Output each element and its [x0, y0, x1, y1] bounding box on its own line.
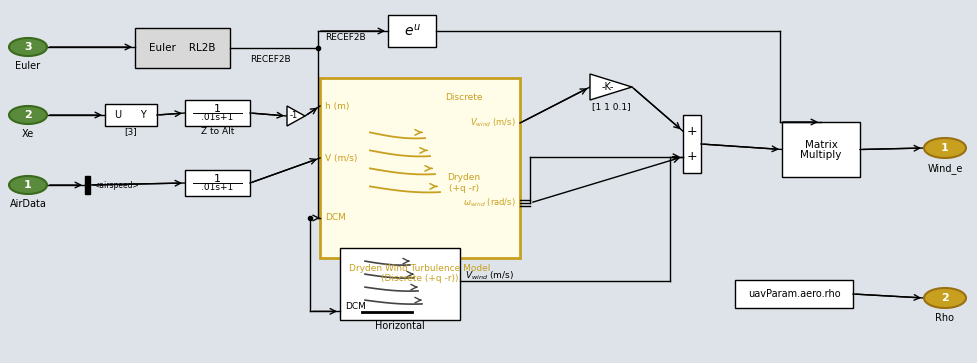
Text: DCM: DCM [325, 213, 346, 223]
Text: Wind_e: Wind_e [927, 163, 962, 174]
Text: -1: -1 [290, 111, 298, 121]
Bar [105, 104, 157, 126]
Text: Horizontal: Horizontal [375, 321, 425, 331]
Text: .01s+1: .01s+1 [201, 114, 234, 122]
Bar [388, 15, 436, 47]
Ellipse shape [924, 138, 966, 158]
Bar [735, 280, 853, 308]
Polygon shape [590, 74, 632, 100]
Text: .01s+1: .01s+1 [201, 184, 234, 192]
Text: Xe: Xe [21, 129, 34, 139]
Text: -K-: -K- [602, 82, 614, 92]
Text: uavParam.aero.rho: uavParam.aero.rho [747, 289, 840, 299]
Text: +: + [687, 125, 698, 138]
Text: 1: 1 [214, 104, 221, 114]
Text: [3]: [3] [125, 127, 138, 136]
Bar [135, 28, 230, 68]
Bar [85, 176, 90, 194]
Ellipse shape [924, 288, 966, 308]
Text: $V_{wind}$ (m/s): $V_{wind}$ (m/s) [470, 117, 516, 129]
Text: DCM: DCM [345, 302, 365, 311]
Text: Multiply: Multiply [800, 151, 842, 160]
Text: Dryden Wind Turbulence Model
(Discrete (+q -r)): Dryden Wind Turbulence Model (Discrete (… [350, 264, 490, 284]
Ellipse shape [9, 176, 47, 194]
Text: V (m/s): V (m/s) [325, 154, 358, 163]
Text: 3: 3 [24, 42, 32, 52]
Text: Rho: Rho [936, 313, 955, 323]
Bar [320, 78, 520, 258]
Text: 2: 2 [24, 110, 32, 120]
Text: Discrete: Discrete [446, 94, 483, 102]
Text: 1: 1 [24, 180, 32, 190]
Text: Euler    RL2B: Euler RL2B [149, 43, 216, 53]
Text: 2: 2 [941, 293, 949, 303]
Text: h (m): h (m) [325, 102, 350, 110]
Bar [782, 122, 860, 177]
Text: [1 1 0.1]: [1 1 0.1] [592, 102, 630, 111]
Bar [185, 170, 250, 196]
Text: $V_{wind}$ (m/s): $V_{wind}$ (m/s) [465, 270, 514, 282]
Text: 1: 1 [941, 143, 949, 153]
Text: 1: 1 [214, 174, 221, 184]
Text: RECEF2B: RECEF2B [250, 56, 290, 65]
Text: Dryden
(+q -r): Dryden (+q -r) [447, 173, 481, 193]
Bar [683, 115, 701, 173]
Ellipse shape [9, 38, 47, 56]
Text: RECEF2B: RECEF2B [325, 33, 365, 41]
Text: Z to Alt: Z to Alt [201, 126, 234, 135]
Polygon shape [287, 106, 305, 126]
Text: Matrix: Matrix [805, 140, 837, 151]
Text: $e^u$: $e^u$ [404, 23, 420, 39]
Text: +: + [687, 150, 698, 163]
Text: AirData: AirData [10, 199, 47, 209]
Text: <airspeed>: <airspeed> [93, 180, 139, 189]
Text: U      Y: U Y [115, 110, 147, 120]
Bar [185, 100, 250, 126]
Bar [340, 248, 460, 320]
Text: $\omega_{wind}$ (rad/s): $\omega_{wind}$ (rad/s) [463, 197, 516, 209]
Ellipse shape [9, 106, 47, 124]
Text: Euler: Euler [16, 61, 41, 71]
